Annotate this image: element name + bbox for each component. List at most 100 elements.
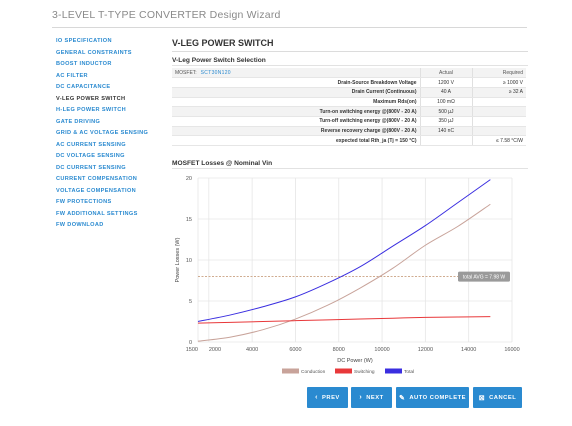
y-tick-label: 0 [189,340,192,346]
x-tick-label: 1500 [186,347,198,353]
spec-actual: 500 µJ [419,106,472,117]
sidebar-item[interactable]: DC VOLTAGE SENSING [56,153,125,159]
mosfet-spec-table: MOSFET: SCT30N120 Actual Required Drain-S… [172,68,526,146]
spec-required: ≤ 7.58 °C/W [471,135,526,146]
sidebar-item[interactable]: IO SPECIFICATION [56,38,112,44]
spec-actual: 350 µJ [419,116,472,127]
sidebar-item[interactable]: GATE DRIVING [56,118,101,125]
sidebar-item[interactable]: FW PROTECTIONS [56,199,112,205]
legend-swatch-switching [335,368,352,374]
x-tick-label: 14000 [461,347,476,353]
x-tick-label: 8000 [333,347,345,353]
x-axis-label: DC Power (W) [337,358,373,364]
pencil-icon: ✎ [398,394,406,402]
spec-row: Maximum Rds(on) 100 mΩ [172,97,526,108]
losses-divider [172,168,528,169]
sidebar-item[interactable]: FW ADDITIONAL SETTINGS [56,210,138,217]
y-tick-label: 20 [186,176,192,182]
sidebar-item[interactable]: AC CURRENT SENSING [56,141,127,148]
spec-required: ≥ 32 A [471,87,526,98]
legend-label: Total [404,369,414,375]
cancel-button-label: CANCEL [489,394,517,401]
spec-label: Maximum Rds(on) [172,97,420,108]
sidebar-item[interactable]: DC CAPACITANCE [56,84,111,90]
next-button[interactable]: › NEXT [351,387,392,408]
sidebar-item[interactable]: AC FILTER [56,72,88,79]
spec-actual: 40 A [419,87,472,98]
chevron-left-icon: ‹ [315,394,319,401]
legend-swatch-total [385,368,402,374]
sidebar-item[interactable]: GRID & AC VOLTAGE SENSING [56,130,149,136]
spec-actual: 1200 V [419,77,472,88]
spec-actual: 140 nC [419,126,472,137]
cancel-button[interactable]: ⊠ CANCEL [473,387,522,408]
spec-required [471,116,526,127]
page-title: V-LEG POWER SWITCH [172,38,274,48]
sidebar-item[interactable]: BOOST INDUCTOR [56,61,112,67]
sidebar-item[interactable]: VOLTAGE COMPENSATION [56,187,137,194]
sidebar-item[interactable]: H-LEG POWER SWITCH [56,107,127,113]
app-title: 3-LEVEL T-TYPE CONVERTER Design Wizard [52,9,281,21]
legend-label: Conduction [301,369,326,375]
prev-button[interactable]: ‹ PREV [307,387,348,408]
x-tick-label: 6000 [289,347,301,353]
mosfet-value[interactable]: SCT30N120 [200,69,231,76]
spec-actual: 100 mΩ [419,97,472,108]
selection-divider [172,65,528,66]
series-line-total [197,179,491,322]
y-tick-label: 10 [186,258,192,264]
spec-row: Drain Current (Continuous) 40 A ≥ 32 A [172,87,526,98]
y-axis-label: Power Losses (W) [175,237,181,282]
spec-label: Drain Current (Continuous) [172,87,420,98]
series-line-switching [197,316,491,324]
x-tick-label: 2000 [209,347,221,353]
x-tick-label: 12000 [418,347,433,353]
x-tick-label: 16000 [504,347,519,353]
chevron-right-icon: › [359,394,363,401]
col-required-header: Required [471,68,526,79]
spec-label: Reverse recovery charge @(800V - 20 A) [172,126,420,137]
spec-required [471,106,526,117]
losses-subtitle: MOSFET Losses @ Nominal Vin [172,160,273,167]
next-button-label: NEXT [366,394,384,401]
sidebar-item[interactable]: V-LEG POWER SWITCH [56,95,126,102]
spec-label: expected total Rth_ja (Tj = 150 °C) [172,135,420,146]
spec-label: Turn-on switching energy @(800V - 20 A) [172,106,420,117]
series-line-conduction [197,203,491,342]
spec-row: Turn-off switching energy @(800V - 20 A)… [172,116,526,127]
sidebar-item[interactable]: DC CURRENT SENSING [56,164,127,171]
y-tick-label: 15 [186,217,192,223]
mosfet-label: MOSFET: [175,69,197,76]
mosfet-losses-chart: 0 5 10 15 20 1500 2000 4000 6000 8000 10000 12000 14… [175,176,520,375]
legend-label: Switching [354,369,375,375]
sidebar-item[interactable]: FW DOWNLOAD [56,222,104,228]
sidebar-item[interactable]: CURRENT COMPENSATION [56,176,138,182]
sidebar-item[interactable]: GENERAL CONSTRAINTS [56,49,132,56]
y-tick-label: 5 [189,299,192,305]
average-tooltip-box [458,271,510,282]
spec-row: Turn-on switching energy @(800V - 20 A) 5… [172,106,526,117]
average-tooltip-label: total AVG = 7.98 W [463,275,506,281]
wizard-steps-sidebar: IO SPECIFICATION GENERAL CONSTRAINTS BOOST… [56,36,156,232]
x-tick-label: 10000 [374,347,389,353]
spec-required: ≥ 1000 V [471,77,526,88]
spec-required [471,97,526,108]
col-actual-header: Actual [419,68,472,79]
spec-row: Reverse recovery charge @(800V - 20 A) 14… [172,126,526,137]
title-divider [52,27,527,28]
spec-label: Turn-off switching energy @(800V - 20 A) [172,116,420,127]
selection-subtitle: V-Leg Power Switch Selection [172,57,266,64]
auto-complete-button[interactable]: ✎ AUTO COMPLETE [396,387,469,408]
x-tick-label: 4000 [246,347,258,353]
mosfet-selector[interactable]: MOSFET: SCT30N120 [172,68,420,79]
spec-label: Drain-Source Breakdown Voltage [172,77,420,88]
section-divider [172,51,528,52]
spec-row: expected total Rth_ja (Tj = 150 °C) ≤ 7.5… [172,135,526,146]
prev-button-label: PREV [322,394,340,401]
spec-required [471,126,526,137]
close-box-icon: ⊠ [478,394,486,402]
spec-actual [419,135,472,146]
spec-header-row: MOSFET: SCT30N120 Actual Required [172,68,526,79]
auto-complete-button-label: AUTO COMPLETE [409,394,466,401]
spec-row: Drain-Source Breakdown Voltage 1200 V ≥ 10… [172,77,526,88]
